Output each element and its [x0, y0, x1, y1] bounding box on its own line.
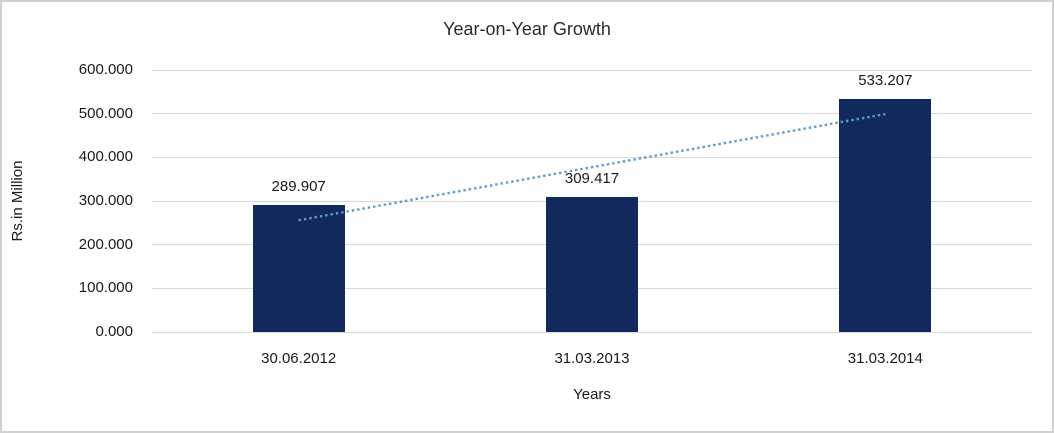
x-tick-label: 31.03.2013: [554, 350, 630, 367]
bar: [839, 99, 932, 332]
x-tick-label: 31.03.2014: [847, 350, 923, 367]
gridline: [152, 331, 1032, 333]
y-tick-label: 0.000: [95, 323, 133, 340]
trendline-segment: [298, 112, 886, 222]
y-tick-label: 500.000: [78, 104, 133, 122]
gridline: [152, 69, 1032, 71]
x-tick-label: 30.06.2012: [261, 350, 337, 367]
bar-value-label: 289.907: [271, 178, 326, 196]
bar-value-label: 533.207: [858, 72, 913, 90]
gridline: [152, 113, 1032, 115]
y-tick-label: 600.000: [78, 61, 133, 78]
bar-value-label: 309.417: [564, 169, 620, 187]
y-tick-label: 400.000: [78, 148, 133, 166]
chart-title: Year-on-Year Growth: [443, 19, 611, 39]
y-tick-label: 100.000: [78, 279, 133, 297]
bar: [252, 205, 345, 332]
bar: [546, 196, 638, 332]
gridline: [152, 156, 1032, 158]
y-tick-label: 200.000: [78, 235, 133, 253]
x-axis-title: Years: [573, 386, 611, 403]
y-tick-label: 300.000: [78, 192, 133, 209]
trendline: [298, 112, 886, 222]
plot-area: 289.907 309.417 533.207: [152, 69, 1032, 333]
